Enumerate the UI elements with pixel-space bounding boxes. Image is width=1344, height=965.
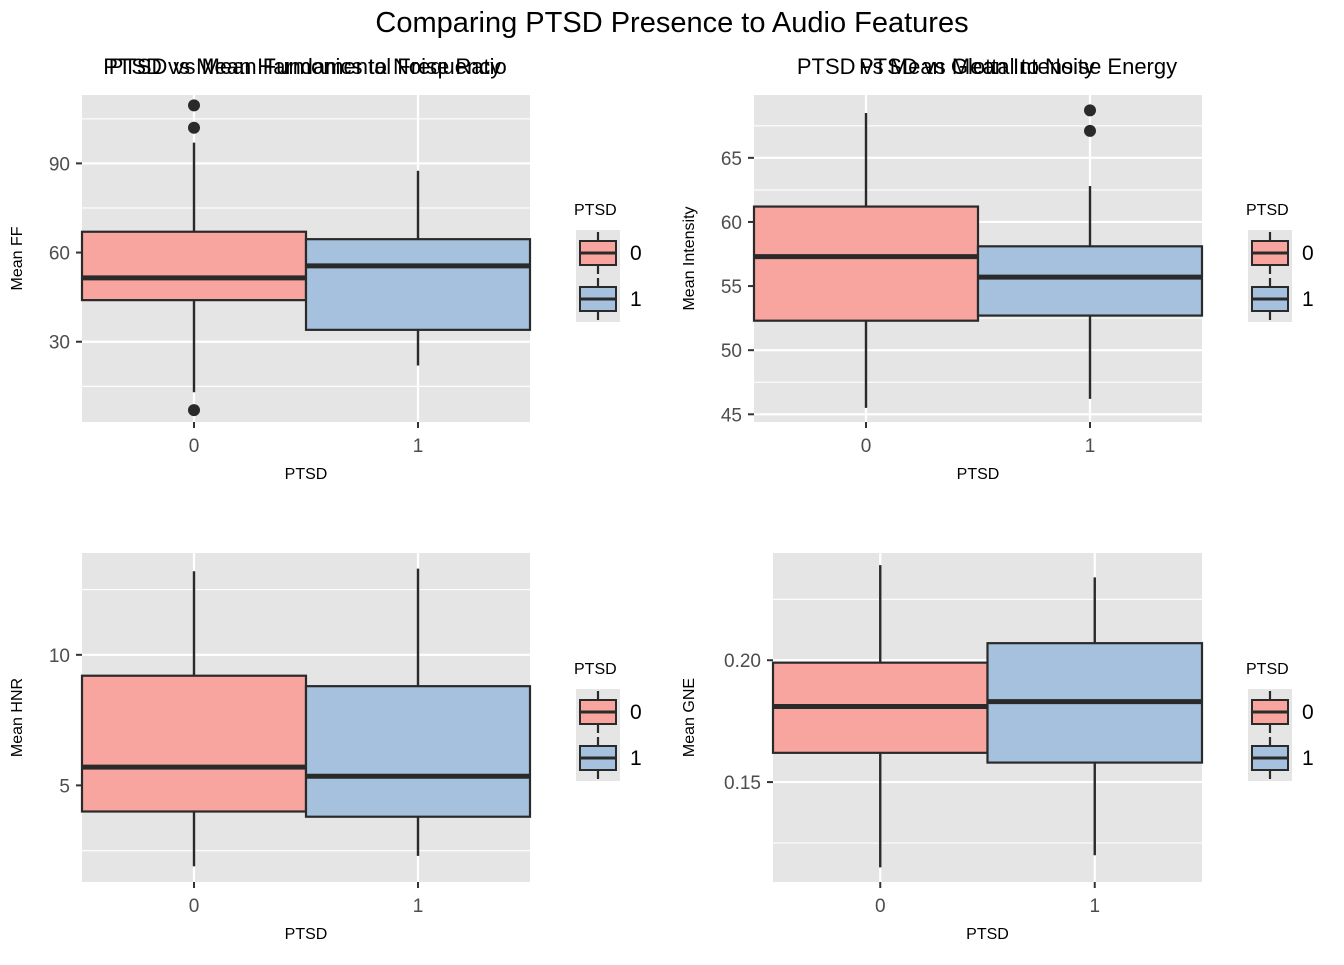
box <box>80 230 308 302</box>
outlier-point <box>1084 104 1096 117</box>
box-series-0 <box>771 565 989 868</box>
y-axis-title: Mean FF <box>9 226 26 290</box>
y-tick-label: 60 <box>721 213 742 234</box>
chart-title: PTSD vs Mean Fundamental Frequency <box>109 54 502 79</box>
figure-title: Comparing PTSD Presence to Audio Feature… <box>375 7 968 39</box>
box <box>752 205 980 322</box>
y-tick-label: 90 <box>49 154 70 175</box>
chart-panel-4: PTSD vs Mean Glottal to Noise Energy 0.15… <box>681 54 1314 943</box>
x-tick-label: 0 <box>861 436 872 457</box>
chart-title: PTSD vs Mean Glottal to Noise Energy <box>797 54 1177 79</box>
outlier-point <box>188 121 200 134</box>
y-tick-label: 55 <box>721 277 742 298</box>
legend-label: 1 <box>1302 747 1314 770</box>
x-axis-title: PTSD <box>285 926 328 943</box>
box-series-1 <box>304 568 532 856</box>
y-tick-label: 30 <box>49 333 70 354</box>
y-tick-label: 5 <box>59 776 70 797</box>
chart-title: PTSD vs Mean Intensity <box>859 54 1095 79</box>
x-tick-label: 0 <box>189 896 200 917</box>
legend-label: 0 <box>630 242 642 265</box>
legend: PTSD 0 1 <box>1246 202 1314 322</box>
legend-title: PTSD <box>574 661 617 678</box>
y-tick-label: 45 <box>721 405 742 426</box>
box <box>304 685 532 818</box>
box-series-1 <box>986 577 1204 856</box>
y-tick-label: 60 <box>49 244 70 265</box>
box <box>976 245 1204 317</box>
x-tick-label: 1 <box>1089 896 1100 917</box>
outlier-point <box>188 99 200 112</box>
chart-panel-3: PTSD vs Mean Harmonics to Noise Ratio510… <box>9 54 642 943</box>
y-axis-title: Mean HNR <box>9 678 26 757</box>
box-series-0 <box>80 99 308 417</box>
box-series-1 <box>304 170 532 366</box>
x-axis-title: PTSD <box>966 926 1009 943</box>
box <box>304 238 532 331</box>
x-tick-label: 0 <box>875 896 886 917</box>
legend-label: 1 <box>1302 288 1314 311</box>
legend-title: PTSD <box>1246 202 1289 219</box>
outlier-point <box>188 404 200 417</box>
y-tick-label: 10 <box>49 646 70 667</box>
box-series-0 <box>752 112 980 408</box>
legend: PTSD 0 1 <box>574 202 642 322</box>
legend-title: PTSD <box>1246 661 1289 678</box>
chart-title: PTSD vs Mean Harmonics to Noise Ratio <box>103 54 506 79</box>
x-axis-title: PTSD <box>285 466 328 483</box>
y-tick-label: 50 <box>721 341 742 362</box>
chart-panel-2: PTSD vs Mean Intensity 45 50 55 60 65 0 1 PTSD Me… <box>681 54 1314 483</box>
legend-label: 1 <box>630 288 642 311</box>
y-tick-label: 65 <box>721 149 742 170</box>
x-tick-label: 1 <box>413 896 424 917</box>
legend: PTSD 0 1 <box>574 661 642 781</box>
legend-label: 1 <box>630 747 642 770</box>
x-tick-label: 1 <box>413 436 424 457</box>
box <box>80 674 308 813</box>
legend-title: PTSD <box>574 202 617 219</box>
y-tick-label: 0.15 <box>724 773 761 794</box>
legend-label: 0 <box>1302 242 1314 265</box>
y-axis-title: Mean GNE <box>681 678 698 757</box>
x-axis-title: PTSD <box>957 466 1000 483</box>
x-tick-label: 0 <box>189 436 200 457</box>
outlier-point <box>1084 124 1096 137</box>
x-tick-label: 1 <box>1085 436 1096 457</box>
legend-label: 0 <box>1302 701 1314 724</box>
chart-panel-1: PTSD vs Mean Fundamental Frequency 30 60 90… <box>9 54 642 483</box>
box-series-1 <box>976 104 1204 399</box>
legend: PTSD 0 1 <box>1246 661 1314 781</box>
y-axis-title: Mean Intensity <box>681 206 698 310</box>
y-tick-label: 0.20 <box>724 651 761 672</box>
legend-label: 0 <box>630 701 642 724</box>
